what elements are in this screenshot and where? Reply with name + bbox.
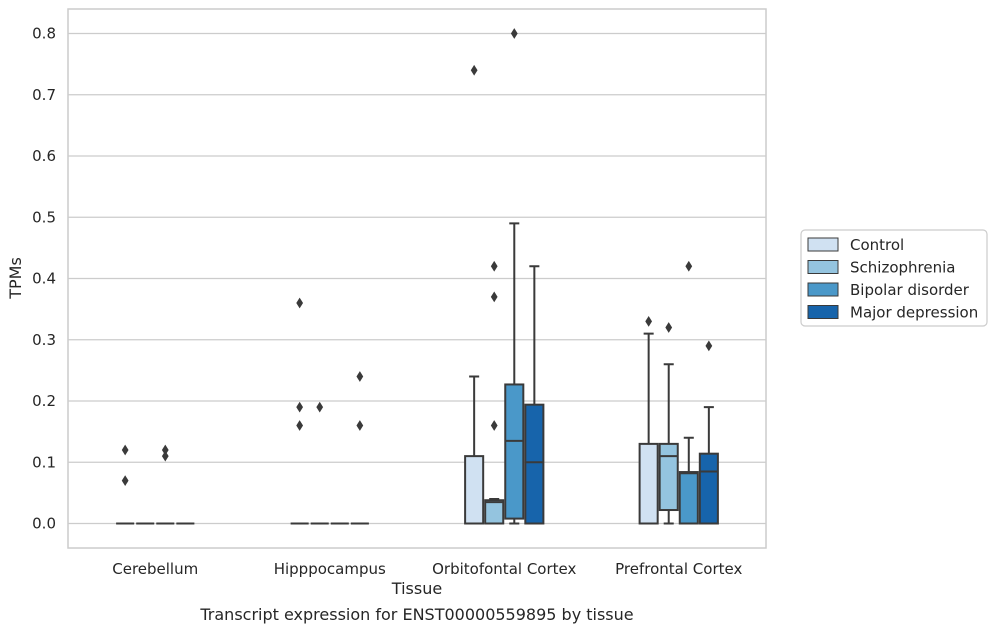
box-bipolar-disorder: [678, 260, 699, 525]
y-tick-label: 0.0: [32, 515, 56, 533]
legend-swatch: [807, 237, 839, 252]
outlier-point: [296, 297, 304, 309]
y-tick-label: 0.3: [32, 331, 56, 349]
box-schizophrenia: [484, 260, 505, 525]
box-bipolar-disorder: [504, 28, 525, 525]
x-axis-label: Tissue: [391, 579, 442, 598]
outlier-point: [296, 420, 304, 431]
y-tick-label: 0.2: [32, 392, 56, 410]
box-iqr: [504, 383, 525, 520]
box-schizophrenia: [310, 401, 329, 525]
box-major-depression: [524, 265, 545, 525]
figure-caption: Transcript expression for ENST0000055989…: [200, 605, 634, 624]
outlier-point: [161, 450, 169, 462]
y-axis-label: TPMs: [6, 257, 25, 300]
x-tick-label: Hipppocampus: [274, 560, 386, 578]
outlier-point: [490, 420, 498, 431]
gridlines: [68, 32, 766, 525]
box-iqr: [658, 442, 679, 512]
x-tick-labels: Cerebellum Hipppocampus Orbitofontal Corte…: [112, 560, 742, 578]
legend: Control Schizophrenia Bipolar disorder Majo…: [800, 229, 988, 327]
box-control: [638, 315, 659, 525]
legend-label: Control: [850, 236, 904, 254]
outlier-point: [316, 401, 324, 413]
outlier-point: [705, 340, 713, 352]
box-iqr: [698, 452, 719, 525]
box-control: [290, 297, 309, 525]
box-schizophrenia: [658, 322, 679, 525]
legend-box: [800, 229, 988, 327]
x-tick-label: Prefrontal Cortex: [615, 560, 742, 578]
y-tick-label: 0.8: [32, 25, 56, 43]
outlier-point: [645, 315, 653, 327]
x-tick-label: Orbitofontal Cortex: [432, 560, 576, 578]
outlier-point: [490, 291, 498, 303]
outlier-point: [490, 260, 498, 272]
y-tick-labels: 0.0 0.1 0.2 0.3 0.4 0.5 0.6 0.7 0.8: [32, 25, 56, 533]
box-iqr: [524, 403, 545, 525]
legend-label: Schizophrenia: [850, 259, 955, 277]
outlier-point: [685, 260, 693, 272]
legend-label: Bipolar disorder: [850, 281, 970, 299]
box-control: [464, 64, 485, 525]
y-tick-label: 0.5: [32, 208, 56, 226]
outlier-point: [121, 475, 129, 487]
box-iqr: [678, 471, 699, 525]
y-tick-label: 0.6: [32, 147, 56, 165]
outlier-point: [665, 322, 673, 333]
outlier-point: [161, 444, 169, 456]
box-iqr: [484, 499, 505, 525]
box-bipolar-disorder: [156, 444, 175, 525]
legend-swatch: [807, 282, 839, 297]
box-iqr: [464, 455, 485, 525]
outlier-point: [356, 371, 364, 382]
box-major-depression: [350, 371, 369, 525]
x-tick-label: Cerebellum: [112, 560, 198, 578]
outlier-point: [121, 444, 129, 456]
legend-swatch: [807, 260, 839, 274]
legend-label: Major depression: [850, 304, 978, 322]
outlier-point: [356, 420, 364, 431]
y-tick-label: 0.1: [32, 453, 56, 471]
plot-frame: [67, 8, 767, 549]
outlier-point: [510, 28, 518, 39]
box-iqr: [638, 442, 659, 525]
y-tick-label: 0.4: [32, 270, 56, 288]
legend-swatch: [807, 305, 839, 319]
box-major-depression: [698, 340, 719, 525]
boxes: [116, 28, 719, 525]
outlier-point: [296, 401, 304, 413]
y-tick-label: 0.7: [32, 86, 56, 104]
outlier-point: [470, 64, 478, 76]
box-control: [116, 444, 135, 525]
